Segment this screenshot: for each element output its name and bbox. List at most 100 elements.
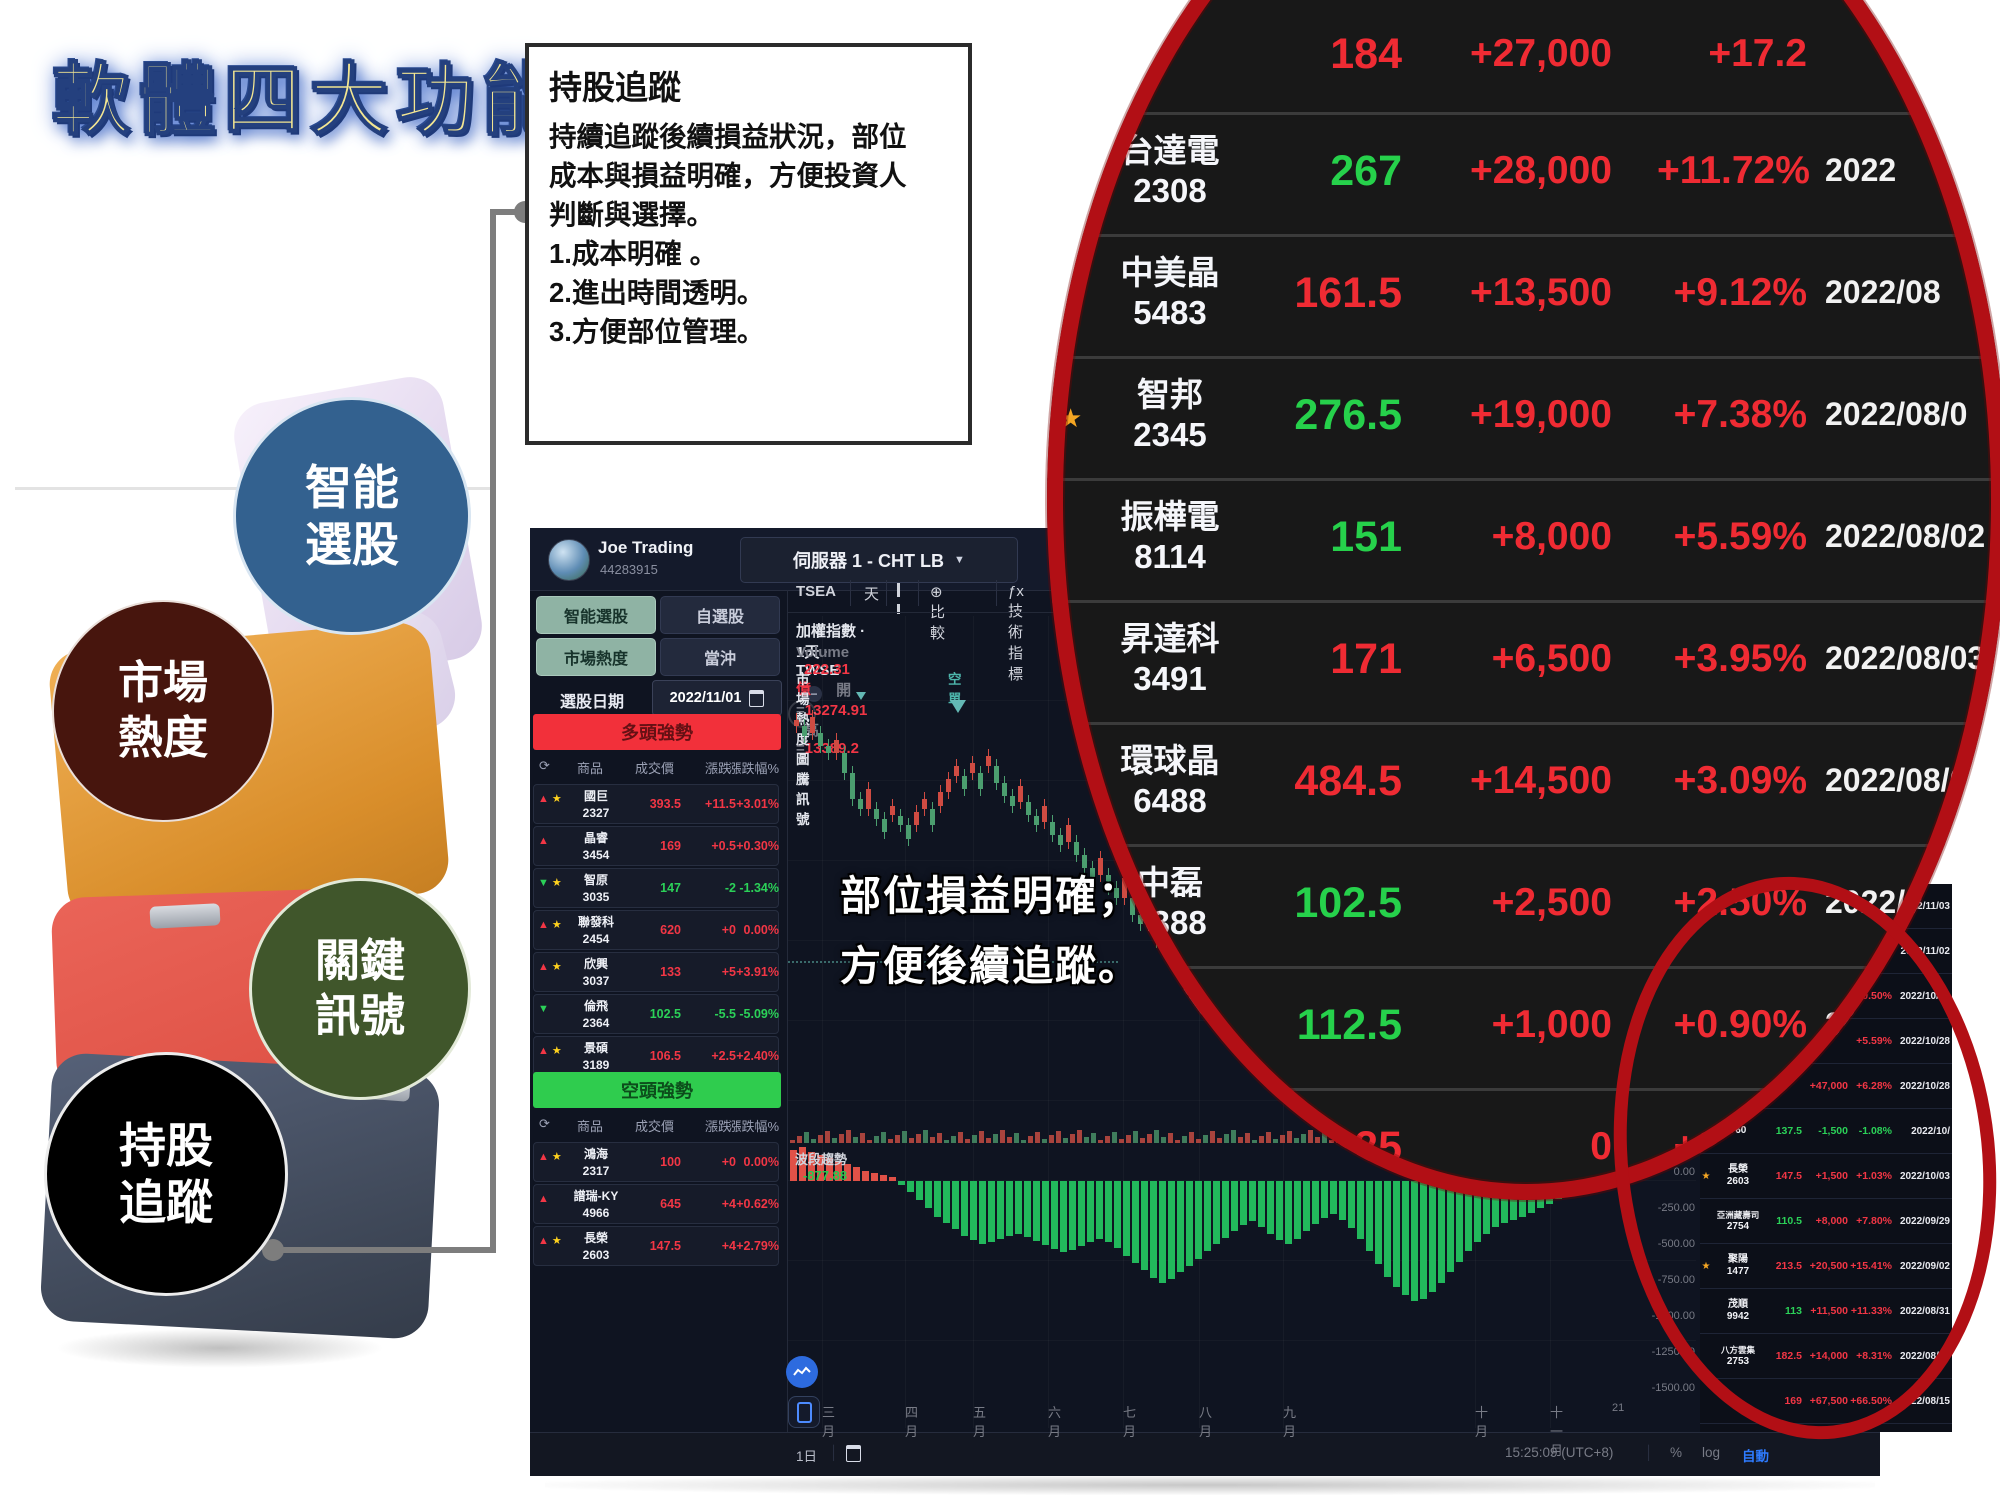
indicators-button[interactable]: ƒx 技術指標 [1008, 583, 1024, 683]
price-cell: 147 [660, 881, 681, 895]
stock-code: 4966 [582, 1206, 610, 1220]
tab-watchlist[interactable]: 自選股 [660, 596, 780, 634]
date-picker[interactable]: 2022/11/01 [652, 680, 782, 716]
interval-button[interactable]: 1日 [796, 1449, 818, 1464]
candle-body [994, 766, 999, 783]
refresh-icon[interactable]: ⟳ [539, 758, 550, 773]
phone-icon[interactable] [788, 1396, 820, 1428]
hist-bar-down [1321, 1181, 1328, 1218]
short-marker-icon [856, 692, 866, 700]
volume-bar [986, 1138, 991, 1143]
info-box-holding-tracking: 持股追蹤 持續追蹤後續損益狀況，部位 成本與損益明確，方便投資人 判斷與選擇。 … [525, 43, 972, 445]
list-item[interactable]: 169 +67,500 +66.50% 2022/08/15 [1700, 1379, 1952, 1424]
list-item[interactable]: +5.59% 2022/10/28 [1700, 1019, 1952, 1064]
direction-star-icons: ▲ [538, 1193, 564, 1205]
hist-bar-down [1366, 1181, 1373, 1252]
percent-cell: -1.34% [739, 881, 779, 895]
percent-cell: -1.08% [1858, 1125, 1892, 1137]
volume-bar [1259, 1136, 1264, 1143]
bottom-toolbar: 1日 │ 15:25:09 (UTC+8) │ % log 自動 [530, 1432, 1880, 1476]
table-row[interactable]: ▲ ★ 聯發科 2454 620 +0 0.00% [533, 910, 779, 950]
hist-bar-down [1087, 1181, 1094, 1242]
feature-circle-market-heat: 市場 熱度 [52, 600, 274, 822]
row-separator [1047, 234, 2000, 237]
month-label: 五月 [973, 1405, 987, 1439]
star-icon: ★ [551, 961, 562, 973]
stock-name: 晶睿 [583, 831, 608, 845]
volume-bar [839, 1134, 844, 1143]
table-row[interactable]: ▲ ★ 鴻海 2317 100 +0 0.00% [533, 1142, 779, 1182]
candle-style-icon[interactable] [897, 583, 902, 618]
change-cell: +19,000 [1469, 393, 1612, 436]
price-cell: 213.5 [1775, 1260, 1802, 1272]
table-row[interactable]: ▲ ★ 欣興 3037 133 +5 +3.91% [533, 952, 779, 992]
server-dropdown[interactable]: 伺服器 1 - CHT LB ▼ [740, 537, 1018, 583]
axis-label: -250.00 [1657, 1202, 1695, 1214]
change-cell: +6,500 [1491, 637, 1612, 680]
info-box-line: 判斷與選擇。 [549, 199, 714, 231]
volume-bar [1182, 1136, 1187, 1143]
tab-market-heat[interactable]: 市場熱度 [536, 638, 656, 676]
volume-bar [1175, 1140, 1180, 1143]
refresh-icon[interactable]: ⟳ [539, 1116, 550, 1131]
month-label: 八月 [1199, 1405, 1213, 1439]
volume-bar [1245, 1133, 1250, 1143]
volume-bar [874, 1136, 879, 1143]
chart-mode-icon[interactable] [786, 1356, 818, 1388]
column-header: 漲跌 [705, 1119, 732, 1134]
list-item[interactable]: 八方雲集 2753 182.5 +14,000 +8.31% 2022/08/22 [1700, 1334, 1952, 1379]
go-to-date-icon[interactable] [846, 1445, 861, 1465]
hist-bar-down [907, 1181, 914, 1192]
list-item[interactable]: 760 137.5 -1,500 -1.08% 2022/10/ [1700, 1109, 1952, 1154]
hide-series-icon[interactable]: − [806, 686, 822, 702]
percent-cell: +5.59% [1856, 1035, 1892, 1047]
hist-bar-down [1150, 1181, 1157, 1278]
volume-bar [1294, 1138, 1299, 1143]
tab-day-trade[interactable]: 當沖 [660, 638, 780, 676]
compare-button[interactable]: ⊕ 比較 [930, 584, 946, 642]
list-item[interactable]: ★ 聚陽 1477 213.5 +20,500 +15.41% 2022/09/02 [1700, 1244, 1952, 1289]
watch-clasp [149, 903, 221, 929]
hist-bar-down [1231, 1181, 1238, 1232]
table-row[interactable]: ▲ ★ 長榮 2603 147.5 +4 +2.79% [533, 1226, 779, 1266]
hist-bar-down [1204, 1181, 1211, 1252]
hist-bar-down [1447, 1181, 1454, 1273]
log-scale-button[interactable]: log [1702, 1445, 1721, 1460]
price-cell: 171 [1330, 635, 1402, 683]
month-label: 四月 [905, 1405, 919, 1439]
stock-code: 2317 [582, 1164, 610, 1178]
symbol-label: TSEA [796, 583, 837, 600]
candle-body [1010, 795, 1015, 806]
volume-bar [1098, 1140, 1103, 1143]
change-cell: +2,500 [1491, 881, 1612, 924]
table-row[interactable]: ▲ ★ 國巨 2327 393.5 +11.5 +3.01% [533, 784, 779, 824]
feature-circle-smart-stock-picking: 智能 選股 [233, 397, 471, 635]
interval-day-button[interactable]: 天 [864, 586, 880, 603]
list-item[interactable]: 茂順 9942 113 +11,500 +11.33% 2022/08/31 [1700, 1289, 1952, 1334]
stock-name: 長榮 [583, 1231, 608, 1245]
auto-scale-button[interactable]: 自動 [1742, 1449, 1769, 1464]
candle-body [1042, 805, 1047, 823]
table-row[interactable]: ▲ 譜瑞-KY 4966 645 +4 +0.62% [533, 1184, 779, 1224]
hist-bar-down [1213, 1181, 1220, 1244]
price-cell: 182.5 [1775, 1350, 1802, 1362]
tab-smart-picking[interactable]: 智能選股 [536, 596, 656, 634]
table-row[interactable]: ▲ 晶睿 3454 169 +0.5 +0.30% [533, 826, 779, 866]
candle-body [1090, 868, 1095, 879]
table-row[interactable]: ▲ ★ 景碩 3189 106.5 +2.5 +2.40% [533, 1036, 779, 1076]
percent-scale-button[interactable]: % [1670, 1445, 1683, 1460]
volume-bar [811, 1139, 816, 1143]
axis-label: -1500.00 [1651, 1382, 1695, 1394]
stock-code: 3491 [1133, 660, 1207, 697]
table-row[interactable]: ▼ 倫飛 2364 102.5 -5.5 -5.09% [533, 994, 779, 1034]
price-cell: 106.5 [649, 1049, 681, 1063]
list-item[interactable]: 亞洲藏壽司 2754 110.5 +8,000 +7.80% 2022/09/29 [1700, 1199, 1952, 1244]
table-row[interactable]: ▼ ★ 智原 3035 147 -2 -1.34% [533, 868, 779, 908]
legend-symbol: 加權指數 · 1天 · TWSE [796, 623, 866, 679]
avatar[interactable] [548, 539, 590, 581]
hist-bar-up [808, 1151, 815, 1181]
down-triangle-icon: ▼ [538, 1003, 549, 1015]
stock-name-code: 鴻海 2317 [1085, 985, 1255, 1065]
hist-bar-down [1285, 1181, 1292, 1244]
candle-body [850, 772, 855, 799]
